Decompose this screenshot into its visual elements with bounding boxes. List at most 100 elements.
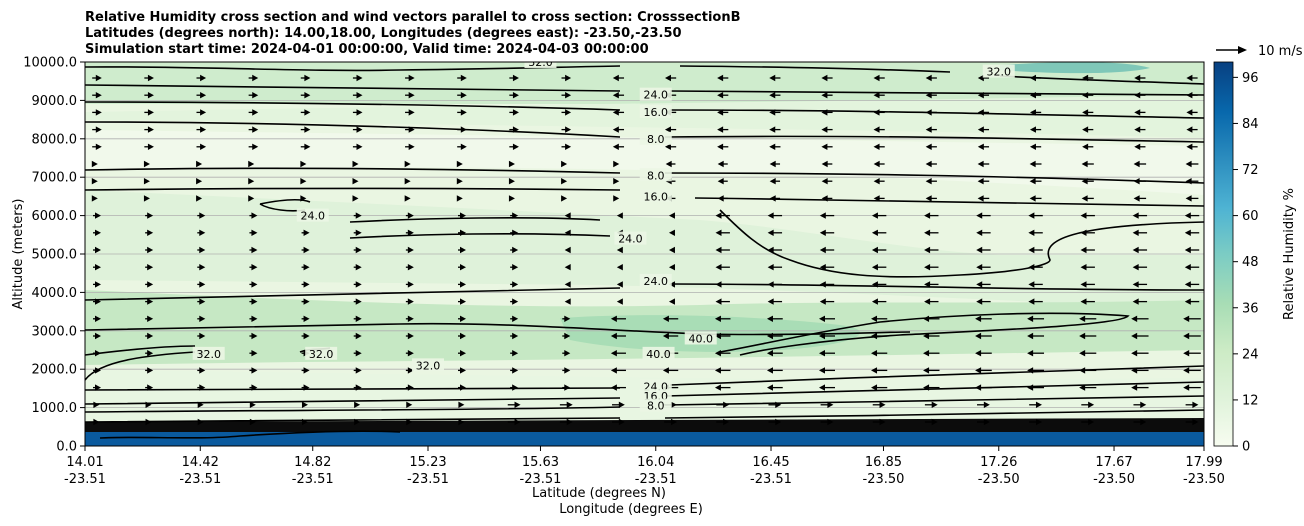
wind-vector-head (662, 332, 669, 340)
wind-vector-head (924, 246, 931, 254)
wind-vector-head (565, 126, 572, 133)
wind-vector-head (769, 195, 776, 202)
y-axis: 0.0 1000.0 2000.0 3000.0 4000.0 5000.0 6000.0 7… (23, 56, 85, 455)
wind-vector-head (1035, 418, 1042, 426)
wind-vector-head (610, 350, 617, 357)
wind-vector-head (514, 401, 521, 408)
wind-vector-head (668, 212, 675, 219)
wind-vector-head (766, 332, 773, 340)
wind-vector-head (252, 126, 259, 133)
colorbar-tick-label: 60 (1242, 209, 1259, 224)
title-line-1: Relative Humidity cross section and wind… (85, 10, 741, 25)
wind-vector-head (923, 332, 930, 340)
wind-vector-head (819, 229, 826, 236)
wind-vector-head (1080, 229, 1087, 236)
wind-vector-head (1184, 298, 1191, 305)
wind-vector-head (923, 367, 930, 374)
wind-vector-head (1088, 418, 1095, 426)
wind-vector-head (460, 332, 466, 340)
wind-vector-head (304, 109, 311, 116)
wind-vector-head (512, 212, 519, 219)
wind-vector-head (1192, 401, 1199, 408)
wind-vector-head (145, 418, 152, 426)
wind-vector-head (1028, 246, 1035, 254)
wind-vector-head (664, 74, 671, 82)
y-tick-label: 2000.0 (32, 363, 78, 378)
wind-vector-head (407, 384, 414, 391)
wind-vector-head (355, 315, 362, 322)
humidity-band-surface-dark (85, 418, 1204, 434)
wind-vector-head (564, 315, 571, 322)
wind-vector-head (1088, 401, 1095, 408)
colorbar: 0 12 24 36 48 60 72 84 96 Relative Humidity % (1213, 61, 1297, 455)
wind-vector-head (199, 212, 206, 219)
wind-vector-head (199, 332, 206, 340)
wind-vector-head (251, 298, 258, 305)
wind-vector-head (668, 229, 675, 236)
wind-vector-head (197, 401, 204, 408)
wind-vector-head (355, 281, 362, 288)
wind-vector-head (95, 264, 101, 271)
wind-vector-head (460, 74, 467, 82)
wind-vector-head (460, 212, 466, 219)
wind-vector-head (460, 264, 466, 271)
wind-vector-head (564, 384, 571, 391)
wind-vector-head (460, 109, 467, 116)
wind-vector-head (251, 246, 258, 254)
wind-vector-head (612, 143, 619, 150)
wind-vector-head (408, 92, 415, 99)
wind-vector-head (616, 264, 623, 271)
humidity-band-top-moist (1000, 62, 1150, 74)
wind-vector-head (95, 384, 101, 391)
x-tick-label-longitude: -23.51 (179, 472, 221, 487)
wind-vector-head (819, 264, 826, 271)
wind-vector-head (975, 332, 982, 340)
wind-vector-head (923, 384, 930, 391)
wind-vector-head (147, 126, 154, 133)
wind-vector-head (1186, 74, 1193, 82)
wind-vector-head (143, 195, 150, 202)
contour-label: 8.0 (647, 400, 665, 413)
wind-vector-head (769, 126, 776, 133)
wind-vector-head (1080, 212, 1087, 219)
wind-vector-head (200, 109, 207, 116)
wind-vector-head (251, 212, 258, 219)
wind-vector-head (252, 109, 259, 116)
contour-label: 8.0 (647, 169, 665, 182)
wind-vector-head (1133, 160, 1140, 168)
wind-vector-head (925, 126, 932, 133)
wind-vector-head (821, 178, 828, 185)
wind-vector-head (879, 401, 886, 408)
wind-vector-head (565, 92, 572, 99)
wind-vector-head (564, 246, 571, 254)
wind-vector-head (924, 298, 931, 305)
wind-vector-head (304, 74, 311, 82)
wind-vector-head (766, 315, 773, 322)
wind-vector-head (873, 195, 880, 202)
wind-vector-head (251, 350, 258, 357)
wind-vector-head (664, 126, 671, 133)
chart-title: Relative Humidity cross section and wind… (85, 10, 741, 57)
wind-vector-head (508, 160, 515, 168)
wind-vector-head (460, 281, 466, 288)
wind-vector-head (407, 298, 414, 305)
wind-vector-head (975, 350, 982, 357)
wind-vector-head (95, 229, 101, 236)
wind-vector-head (301, 401, 308, 408)
wind-vector-head (1134, 74, 1141, 82)
wind-vector-head (251, 332, 258, 340)
wind-vector-head (512, 126, 519, 133)
wind-vector-head (1027, 332, 1034, 340)
wind-vector-head (147, 332, 154, 340)
wind-vector-head (407, 350, 414, 357)
wind-vector-head (406, 418, 413, 426)
wind-vector-head (873, 109, 880, 116)
wind-vector-head (561, 195, 568, 202)
wind-vector-head (143, 178, 150, 185)
x-tick-label-latitude: 15.63 (522, 455, 559, 470)
wind-vector-head (767, 229, 774, 236)
contour-label: 24.0 (300, 210, 325, 223)
wind-vector-head (355, 367, 362, 374)
wind-vector-head (715, 264, 722, 271)
wind-vector-head (303, 384, 310, 391)
